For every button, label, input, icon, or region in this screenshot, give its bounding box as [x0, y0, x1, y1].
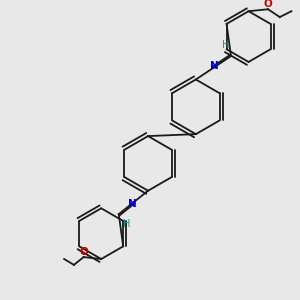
- Text: O: O: [264, 0, 272, 9]
- Text: O: O: [79, 247, 88, 257]
- Text: N: N: [210, 61, 219, 71]
- Text: N: N: [128, 200, 137, 209]
- Text: H: H: [123, 219, 130, 229]
- Text: H: H: [222, 40, 230, 50]
